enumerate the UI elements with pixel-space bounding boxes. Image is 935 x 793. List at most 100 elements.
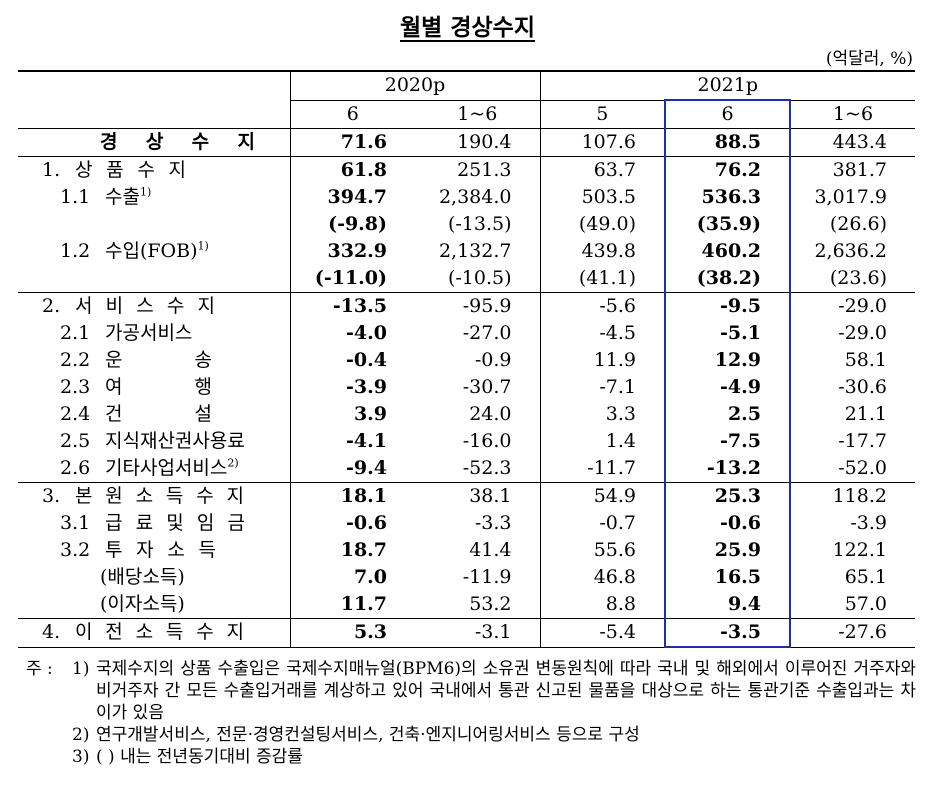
row-number: 4. (42, 621, 61, 644)
cell-value: 394.7 (289, 184, 415, 211)
note-label (26, 746, 72, 768)
cell-value: -0.9 (474, 349, 512, 371)
row-name: 경 상 수 지 (100, 131, 255, 153)
row-name: 가공서비스 (105, 322, 193, 344)
row-number: 3.2 (60, 539, 91, 561)
row-label: 2.2 운 송 (18, 347, 290, 374)
row-number: 2. (42, 295, 61, 317)
cell-value: 503.5 (539, 184, 665, 211)
data-row: 2.2 운 송 -0.4 -0.9 11.9 12.9 58.1 (18, 347, 915, 374)
cell-value: -52.3 (462, 457, 512, 479)
cell-value: 251.3 (415, 156, 540, 184)
cell-value: -7.5 (664, 428, 791, 455)
row-name: 건 설 (105, 403, 212, 425)
data-row: (-11.0) (-10.5) (41.1) (38.2) (23.6) (18, 265, 915, 293)
header-row: 6 1~6 5 6 1~6 (18, 99, 915, 129)
cell-value: -5.4 (539, 618, 665, 648)
row-name: (배당소득) (100, 566, 185, 588)
note: 3) ( ) 내는 전년동기대비 증감률 (26, 746, 916, 768)
row-name: 서 비 스 수 지 (75, 295, 215, 317)
row-name: 수입(FOB) (105, 240, 198, 262)
cell-value: 2,132.7 (438, 240, 512, 262)
cell-value: 2,636.2 (814, 240, 887, 262)
cell-value: -0.7 (539, 510, 665, 537)
group-header: 2020p (289, 70, 540, 101)
row-label: 3. 본 원 소 득 수 지 (18, 482, 290, 510)
cell-value: -3.3 (474, 512, 512, 534)
cell-value: (-13.5) (447, 213, 512, 235)
row-number: 1. (42, 159, 61, 181)
row-label: 4. 이 전 소 득 수 지 (18, 618, 290, 648)
row-name: 지식재산권사용료 (105, 430, 245, 452)
cell-value: 16.5 (664, 564, 791, 591)
cell-value: -52.0 (838, 457, 887, 479)
cell-value: -5.1 (664, 320, 791, 347)
cell-value: (-9.8) (289, 211, 415, 238)
cell-value: -17.7 (838, 430, 887, 452)
cell-value: 41.4 (469, 539, 512, 561)
cell-value: -9.4 (289, 455, 415, 483)
cell-value: (26.6) (829, 213, 887, 235)
column-header: 1~6 (832, 102, 874, 125)
row-name: 여 행 (105, 376, 212, 398)
data-row: 2.4 건 설 3.9 24.0 3.3 2.5 21.1 (18, 401, 915, 428)
cell-value: (-10.5) (447, 267, 512, 289)
row-number: 3. (42, 485, 61, 507)
cell-value: 38.1 (415, 482, 540, 510)
cell-value: -27.6 (790, 618, 915, 648)
cell-value: 1.4 (539, 428, 665, 455)
footnote-ref: 2) (227, 456, 239, 470)
cell-value: (-11.0) (289, 265, 415, 293)
note-number: 3) (72, 747, 90, 767)
cell-value: -0.6 (664, 510, 791, 537)
row-name: 상 품 수 지 (75, 159, 186, 181)
row-name: 기타사업서비스 (105, 457, 228, 479)
data-row: 2.5 지식재산권사용료 -4.1 -16.0 1.4 -7.5 -17.7 (18, 428, 915, 455)
footnote-ref: 1) (197, 239, 209, 253)
row-label: 3.1 급 료 및 임 금 (18, 510, 290, 537)
cell-value: -3.1 (415, 618, 540, 648)
row-number: 2.3 (60, 376, 91, 398)
row-label: 3.2 투 자 소 득 (18, 537, 290, 564)
cell-value: 9.4 (664, 591, 791, 619)
cell-value: 54.9 (539, 482, 665, 510)
row-label: (배당소득) (18, 564, 290, 591)
cell-value: 53.2 (469, 593, 512, 615)
title: 월별 경상수지 (400, 14, 535, 41)
row-name: 운 송 (105, 349, 212, 371)
unit: (억달러, %) (825, 49, 913, 69)
row-label: 1.1 수출1) (18, 184, 290, 211)
note-label (26, 724, 72, 746)
data-row: 1.2 수입(FOB)1) 332.9 2,132.7 439.8 460.2 2,636.… (18, 238, 915, 265)
cell-value: -29.0 (838, 322, 887, 344)
cell-value: 2,384.0 (438, 186, 512, 208)
cell-value: 55.6 (539, 537, 665, 564)
cell-value: -4.1 (289, 428, 415, 455)
cell-value: 63.7 (539, 156, 665, 184)
data-row: 2. 서 비 스 수 지 -13.5 -95.9 -5.6 -9.5 -29.0 (18, 292, 915, 320)
cell-value: 443.4 (790, 128, 915, 157)
cell-value: 107.6 (539, 128, 665, 157)
cell-value: 8.8 (539, 591, 665, 619)
cell-value: 381.7 (790, 156, 915, 184)
cell-value: 536.3 (664, 184, 791, 211)
cell-value: -5.6 (539, 292, 665, 320)
column-header: 6 (289, 100, 415, 129)
cell-value: -3.5 (664, 618, 791, 648)
cell-value: -9.5 (664, 292, 791, 320)
footnote-ref: 1) (139, 185, 152, 199)
row-number: 2.6 (60, 457, 91, 479)
cell-value: -27.0 (462, 322, 512, 344)
data-row: 2.6 기타사업서비스2) -9.4 -52.3 -11.7 -13.2 -52.0 (18, 455, 915, 483)
cell-value: -4.0 (289, 320, 415, 347)
cell-value: 76.2 (664, 156, 791, 184)
cell-value: -11.7 (539, 455, 665, 483)
row-number: 2.2 (60, 349, 91, 371)
note-text: 연구개발서비스, 전문·경영컨설팅서비스, 건축·엔지니어링서비스 등으로 구성 (96, 725, 640, 745)
row-name: (이자소득) (100, 593, 185, 615)
cell-value: 11.9 (539, 347, 665, 374)
cell-value: -7.1 (539, 374, 665, 401)
cell-value: 88.5 (664, 128, 791, 157)
cell-value: -0.6 (289, 510, 415, 537)
